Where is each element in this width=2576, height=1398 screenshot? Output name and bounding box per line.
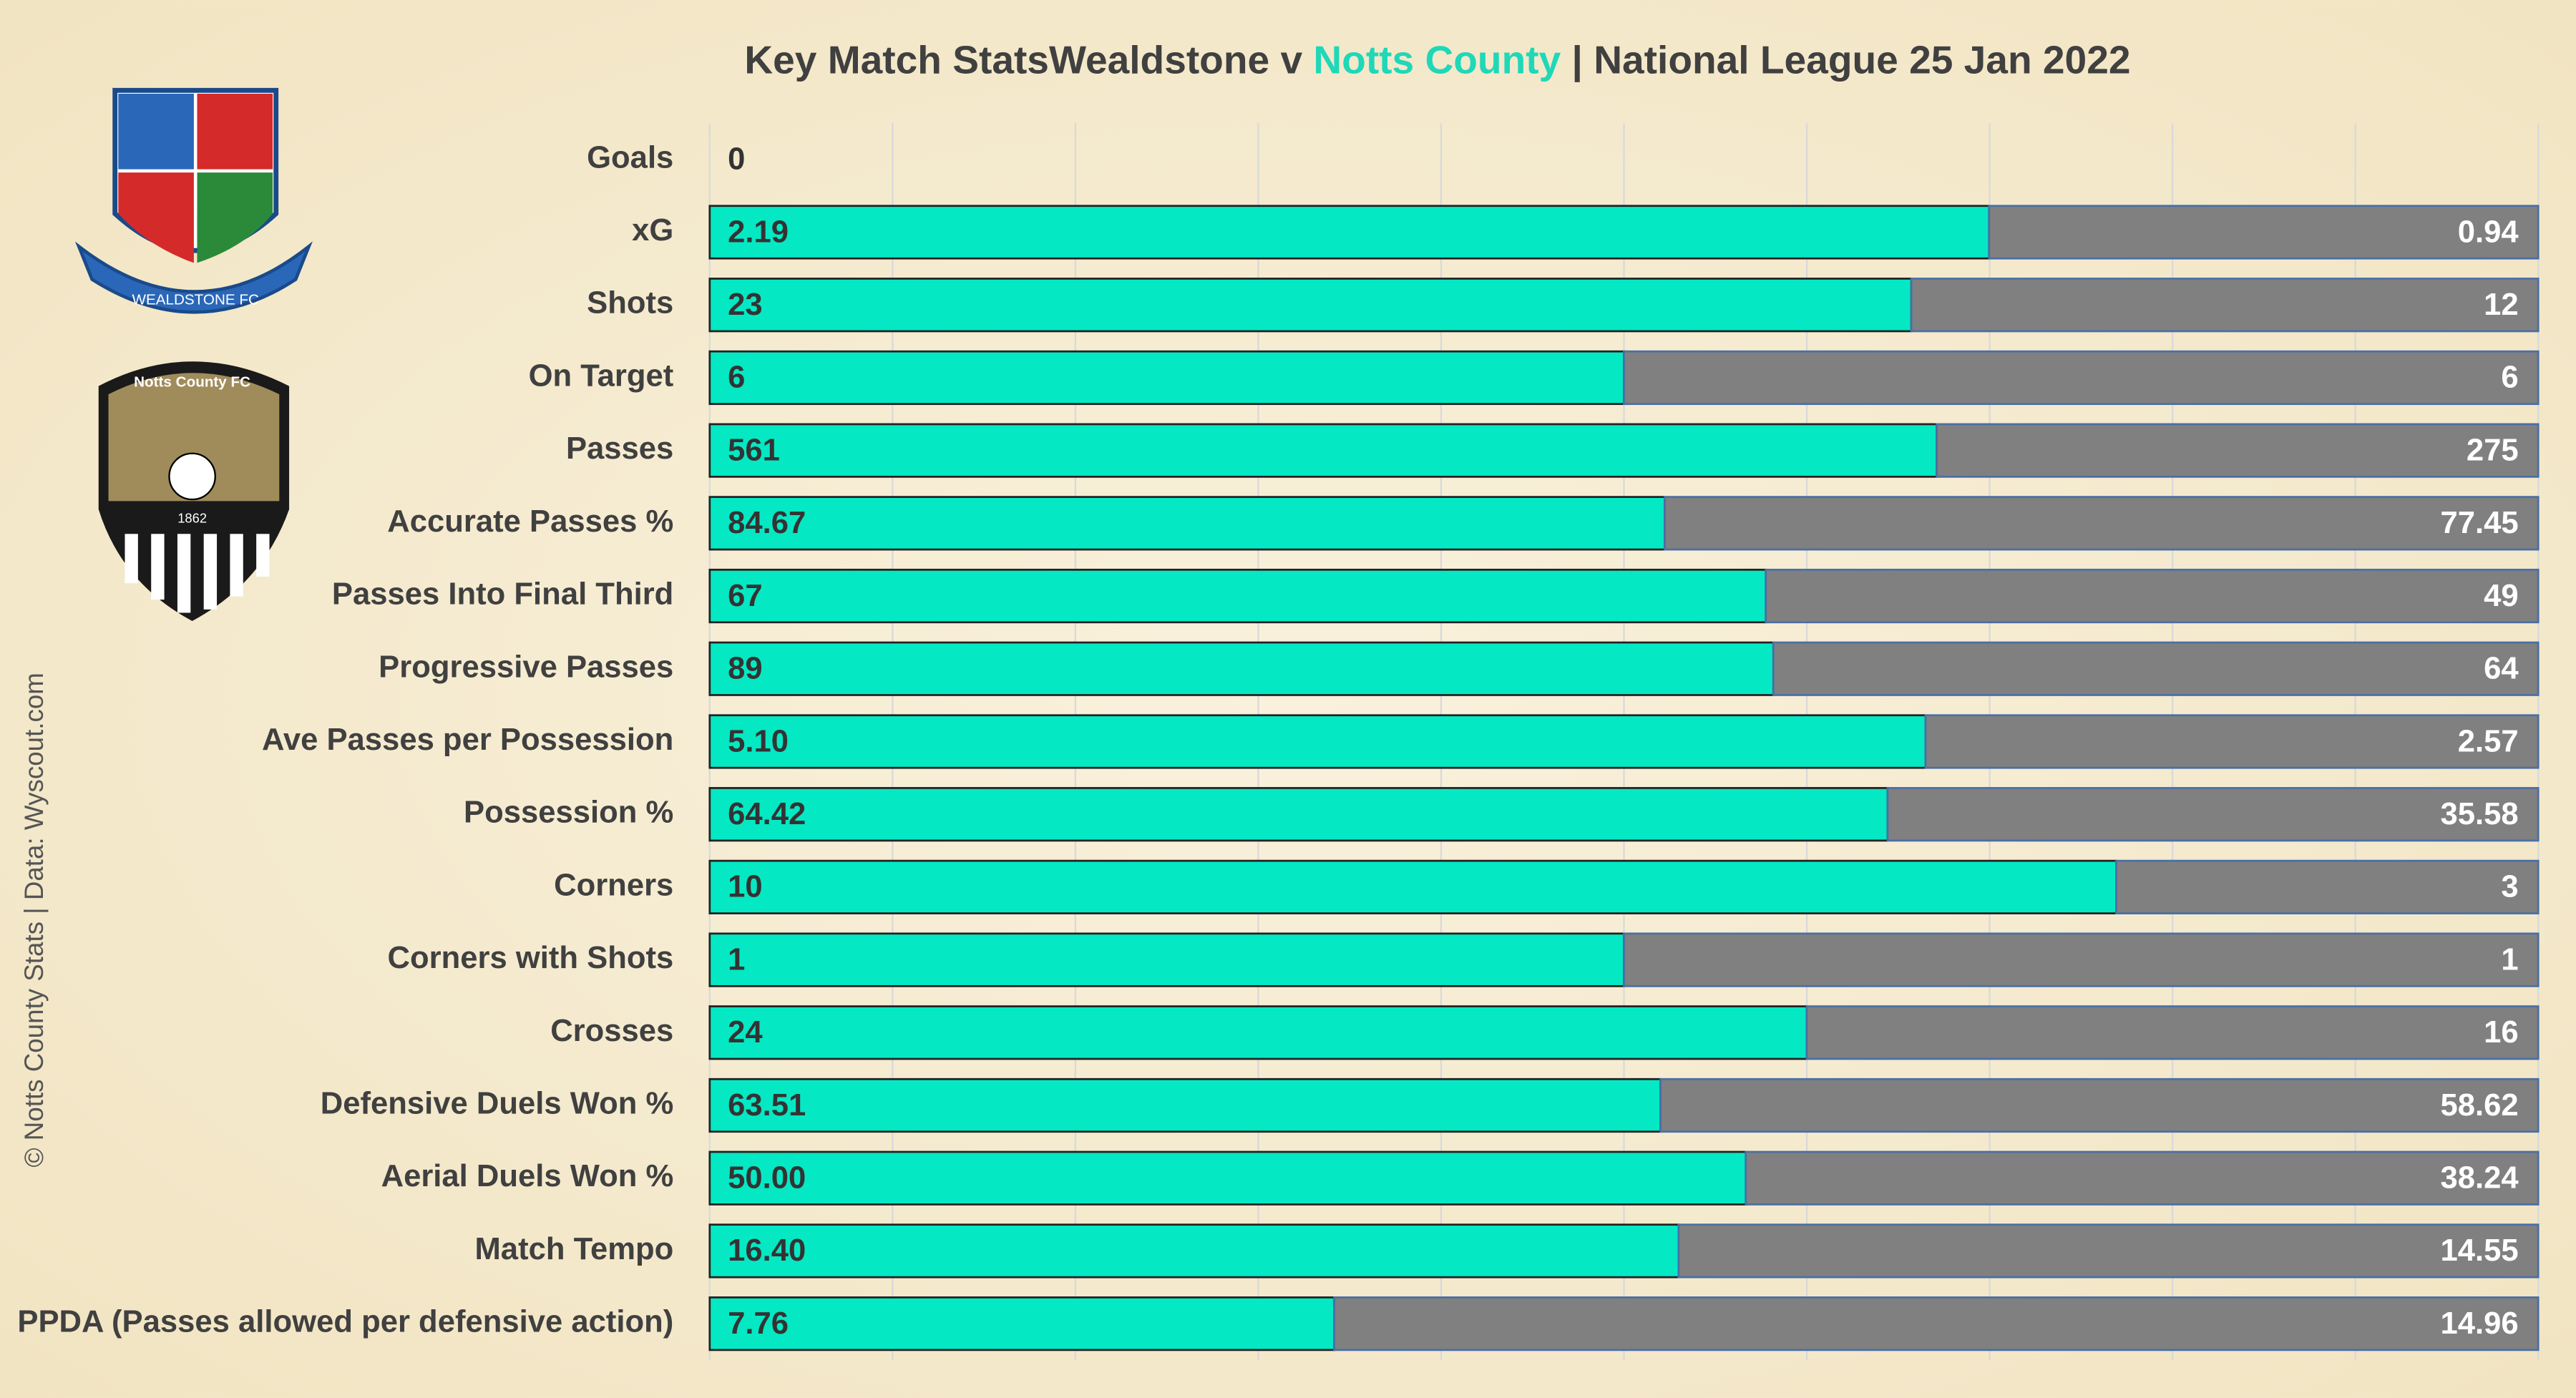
y-tick-label: Passes Into Final Third (332, 577, 673, 612)
away-logo-text: Notts County FC (134, 373, 250, 390)
y-tick-label: On Target (529, 358, 674, 393)
bar-segment (708, 714, 1927, 769)
bar-segment (1333, 1296, 2540, 1351)
value-label: 49 (2484, 579, 2519, 613)
title-part: Key Match StatsWealdstone v (744, 37, 1313, 82)
bar-segment (1677, 1223, 2540, 1279)
bar-segment (1936, 423, 2540, 478)
bar-segment (708, 787, 1889, 842)
value-label: 1 (728, 942, 745, 977)
chart-title: Key Match StatsWealdstone v Notts County… (744, 37, 2130, 82)
away-logo-year: 1862 (177, 510, 207, 525)
value-label: 23 (728, 288, 763, 322)
y-tick-label: xG (632, 213, 673, 248)
bar-segment (708, 496, 1666, 551)
home-logo-text: WEALDSTONE FC (132, 292, 259, 308)
bar-segment (708, 350, 1625, 406)
y-tick-label: Accurate Passes % (387, 504, 673, 539)
value-label: 64.42 (728, 797, 806, 831)
bar-segment (1659, 1077, 2540, 1133)
value-label: 14.96 (2441, 1306, 2519, 1341)
bar-segment (708, 1150, 1747, 1206)
y-tick-label: Progressive Passes (379, 650, 673, 684)
bar-segment (1924, 714, 2540, 769)
home-logo: WEALDSTONE FC (74, 87, 313, 314)
value-label: 0.94 (2458, 215, 2519, 249)
y-tick-label: Ave Passes per Possession (262, 723, 673, 757)
bar-segment (708, 568, 1767, 624)
value-label: 0 (728, 142, 745, 177)
y-tick-label: Goals (587, 140, 673, 175)
y-tick-label: Match Tempo (474, 1232, 673, 1266)
value-label: 16.40 (728, 1233, 806, 1268)
value-label: 64 (2484, 652, 2519, 686)
value-label: 38.24 (2441, 1161, 2519, 1196)
value-label: 63.51 (728, 1088, 806, 1123)
value-label: 12 (2484, 288, 2519, 322)
value-label: 2.57 (2458, 724, 2519, 758)
value-label: 58.62 (2441, 1088, 2519, 1123)
y-tick-label: Defensive Duels Won % (321, 1087, 674, 1121)
y-tick-label: Aerial Duels Won % (381, 1159, 674, 1193)
bar-segment (708, 205, 1991, 260)
bar-segment (1623, 350, 2540, 406)
value-label: 10 (728, 870, 763, 904)
away-logo: Notts County FC 1862 (98, 361, 290, 621)
bar-segment (1765, 568, 2540, 624)
value-label: 2.19 (728, 215, 789, 249)
value-label: 14.55 (2441, 1233, 2519, 1268)
y-tick-label: Possession % (464, 796, 673, 830)
value-label: 275 (2467, 433, 2519, 467)
value-label: 16 (2484, 1015, 2519, 1050)
value-label: 5.10 (728, 724, 789, 758)
title-part: Notts County (1313, 37, 1561, 82)
value-label: 1 (2501, 942, 2518, 977)
bar-segment (1886, 787, 2540, 842)
y-tick-label: Passes (566, 431, 673, 466)
value-label: 24 (728, 1015, 763, 1050)
bar-segment (2115, 859, 2540, 914)
bar-segment (708, 423, 1938, 478)
y-tick-label: Corners with Shots (388, 941, 674, 975)
value-label: 6 (2501, 361, 2518, 395)
bar-segment (708, 278, 1913, 333)
value-label: 89 (728, 652, 763, 686)
value-label: 561 (728, 433, 780, 467)
title-part: | National League 25 Jan 2022 (1561, 37, 2130, 82)
bar-segment (1623, 932, 2540, 987)
bar-segment (708, 859, 2117, 914)
value-label: 35.58 (2441, 797, 2519, 831)
y-tick-label: Corners (554, 868, 673, 902)
bar-segment (1664, 496, 2540, 551)
value-label: 67 (728, 579, 763, 613)
value-label: 77.45 (2441, 506, 2519, 540)
bar-segment (708, 932, 1625, 987)
value-label: 50.00 (728, 1161, 806, 1196)
value-label: 6 (728, 361, 745, 395)
bar-segment (1988, 205, 2540, 260)
bar-segment (1910, 278, 2540, 333)
bar-segment (708, 1296, 1335, 1351)
bar-segment (708, 1077, 1662, 1133)
bar-segment (708, 1005, 1808, 1060)
y-tick-label: Crosses (550, 1014, 673, 1048)
bar-segment (708, 641, 1775, 696)
bar-segment (1745, 1150, 2540, 1206)
bar-segment (1772, 641, 2540, 696)
side-note: © Notts County Stats | Data: Wyscout.com (19, 673, 49, 1167)
y-tick-label: Shots (587, 286, 673, 321)
value-label: 7.76 (728, 1306, 789, 1341)
value-label: 3 (2501, 870, 2518, 904)
bar-segment (708, 1223, 1680, 1279)
value-label: 84.67 (728, 506, 806, 540)
bar-segment (1805, 1005, 2540, 1060)
y-tick-label: PPDA (Passes allowed per defensive actio… (17, 1305, 673, 1339)
